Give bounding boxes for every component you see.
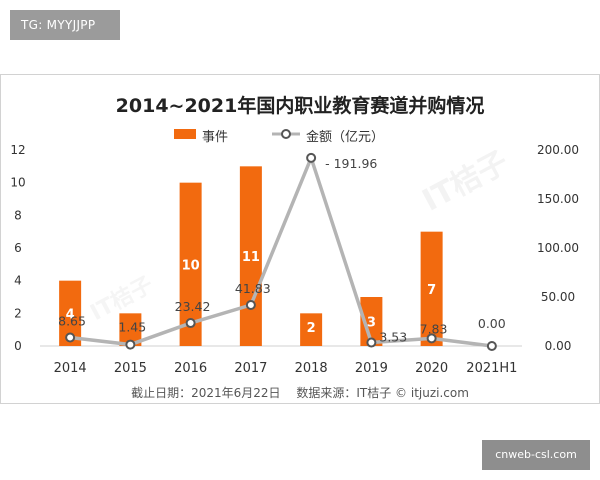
- line-value-label: 23.42: [175, 299, 211, 314]
- y-right-tick-label: 0.00: [545, 339, 572, 353]
- bar: [179, 182, 202, 346]
- y-right-tick-label: 100.00: [537, 241, 579, 255]
- line-point: [426, 333, 437, 344]
- line-value-label: 41.83: [235, 281, 271, 296]
- line-value-label: 0.00: [478, 316, 506, 331]
- line-point: [125, 339, 136, 350]
- line-point: [486, 341, 497, 351]
- y-left-tick-label: 4: [14, 274, 22, 288]
- bar: [360, 297, 383, 346]
- x-tick-label: 2021H1: [466, 361, 517, 376]
- x-tick-label: 2017: [234, 361, 267, 376]
- source-line: 截止日期：2021年6月22日 数据来源：IT桔子 © itjuzi.com: [0, 384, 600, 401]
- y-right-tick-label: 150.00: [537, 192, 579, 206]
- bar: [420, 231, 443, 346]
- y-left-tick-label: 12: [10, 143, 25, 157]
- legend-label-amount: 金额（亿元）: [306, 130, 385, 145]
- bar-value-label: 2: [307, 321, 316, 336]
- chart-title: 2014~2021年国内职业教育赛道并购情况: [115, 95, 485, 117]
- y-left-tick-label: 0: [14, 339, 22, 353]
- x-tick-label: 2018: [295, 361, 328, 376]
- line-value-label: 3.53: [379, 330, 407, 345]
- y-left-tick-label: 6: [14, 241, 22, 255]
- source-date: 截止日期：2021年6月22日: [131, 386, 281, 400]
- y-left-tick-label: 10: [10, 176, 25, 190]
- x-tick-label: 2016: [174, 361, 207, 376]
- bar-value-label: 7: [427, 283, 436, 298]
- legend-bar-swatch: [174, 129, 196, 139]
- bar-value-label: 10: [182, 258, 200, 273]
- line-point: [306, 152, 317, 163]
- bar: [239, 166, 262, 346]
- bar: [59, 280, 82, 346]
- legend-item-amount: 金额（亿元）: [272, 126, 402, 145]
- legend-item-events: 事件: [174, 126, 274, 145]
- bar-value-label: 11: [242, 250, 260, 265]
- bar: [119, 313, 142, 346]
- chart-card: [0, 74, 600, 404]
- source-origin: 数据来源：IT桔子 © itjuzi.com: [296, 386, 469, 400]
- header-tag: TG: MYYJJPP: [10, 10, 120, 40]
- x-tick-label: 2019: [355, 361, 388, 376]
- x-tick-label: 2015: [114, 361, 147, 376]
- line-point: [185, 318, 196, 329]
- bar: [300, 313, 323, 346]
- line-value-label: - 191.96: [325, 156, 377, 171]
- x-tick-label: 2020: [415, 361, 448, 376]
- x-tick-label: 2014: [54, 361, 87, 376]
- line-value-label: 7.83: [420, 321, 448, 336]
- bar-value-label: 3: [367, 316, 376, 331]
- line-point: [366, 337, 377, 348]
- watermark: IT桔子: [417, 145, 514, 219]
- legend-line-swatch: [272, 129, 300, 139]
- footer-tag: cnweb-csl.com: [482, 440, 590, 470]
- y-right-tick-label: 200.00: [537, 143, 579, 157]
- bar-value-label: 4: [66, 307, 75, 322]
- legend-label-events: 事件: [202, 130, 229, 145]
- line-value-label: 8.65: [58, 314, 86, 329]
- line-point: [245, 300, 256, 311]
- line-point: [65, 332, 76, 343]
- y-right-tick-label: 50.00: [541, 290, 575, 304]
- line-value-label: 1.45: [118, 320, 146, 335]
- y-left-tick-label: 2: [14, 306, 22, 320]
- amount-line: [69, 156, 493, 348]
- y-left-tick-label: 8: [14, 208, 22, 222]
